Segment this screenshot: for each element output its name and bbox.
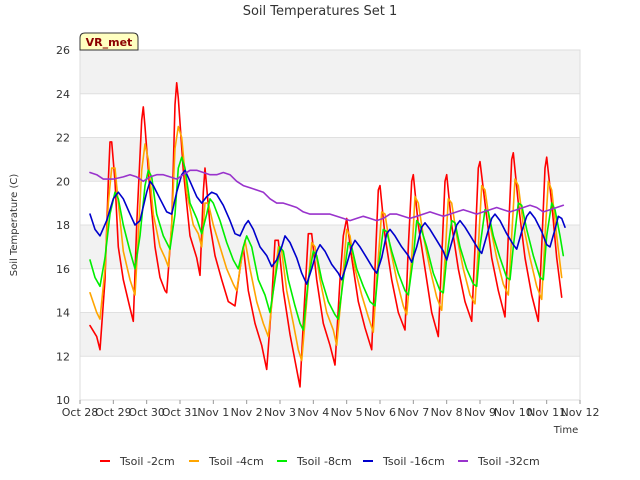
legend: Tsoil -2cm Tsoil -4cm Tsoil -8cm Tsoil -16c… [100, 455, 540, 468]
x-tick-label: Nov 6 [364, 406, 396, 419]
x-tick-label: Nov 10 [494, 406, 533, 419]
x-tick-label: Nov 1 [197, 406, 229, 419]
y-tick-label: 14 [56, 307, 70, 320]
y-axis-label: Soil Temperature (C) [9, 174, 20, 277]
y-tick-label: 18 [56, 219, 70, 232]
badge-label: VR_met [86, 36, 133, 49]
series-line-tsoil-2cm [89, 82, 563, 388]
y-tick-label: 24 [56, 88, 70, 101]
chart-title: Soil Temperatures Set 1 [243, 4, 398, 19]
grid-band [80, 356, 580, 400]
x-axis-label: Time [553, 425, 578, 436]
x-tick-label: Oct 30 [128, 406, 165, 419]
y-tick-label: 22 [56, 132, 70, 145]
x-tick-label: Nov 11 [527, 406, 566, 419]
x-tick-label: Nov 2 [231, 406, 263, 419]
grid-band [80, 93, 580, 138]
legend-label: Tsoil -32cm [477, 455, 540, 468]
grid-band [80, 181, 580, 225]
x-tick-label: Nov 5 [331, 406, 363, 419]
x-tick-label: Nov 3 [264, 406, 296, 419]
x-tick-label: Nov 8 [431, 406, 463, 419]
x-tick-label: Nov 9 [464, 406, 496, 419]
x-tick-label: Oct 28 [62, 406, 99, 419]
station-badge: VR_met [79, 32, 139, 51]
legend-label: Tsoil -4cm [208, 455, 264, 468]
series-lines [89, 82, 566, 388]
grid-band [80, 50, 580, 94]
y-tick-label: 26 [56, 44, 70, 57]
legend-label: Tsoil -2cm [119, 455, 175, 468]
y-tick-label: 12 [56, 350, 70, 363]
plot-frame [79, 49, 581, 401]
y-tick-label: 10 [56, 394, 70, 407]
y-tick-label: 16 [56, 263, 70, 276]
grid-bands [80, 49, 580, 401]
legend-label: Tsoil -16cm [382, 455, 445, 468]
x-tick-label: Nov 12 [561, 406, 600, 419]
series-line-tsoil-4cm [89, 125, 563, 362]
x-tick-label: Nov 7 [397, 406, 429, 419]
x-tick-label: Oct 31 [162, 406, 199, 419]
x-tick-label: Oct 29 [95, 406, 132, 419]
series-line-tsoil-32cm [89, 169, 565, 222]
y-tick-label: 20 [56, 175, 70, 188]
series-line-tsoil-8cm [89, 156, 565, 331]
legend-label: Tsoil -8cm [296, 455, 352, 468]
y-axis: 10 12 14 16 18 20 22 24 26 [56, 44, 70, 407]
x-tick-label: Nov 4 [297, 406, 329, 419]
series-line-tsoil-16cm [89, 169, 566, 285]
